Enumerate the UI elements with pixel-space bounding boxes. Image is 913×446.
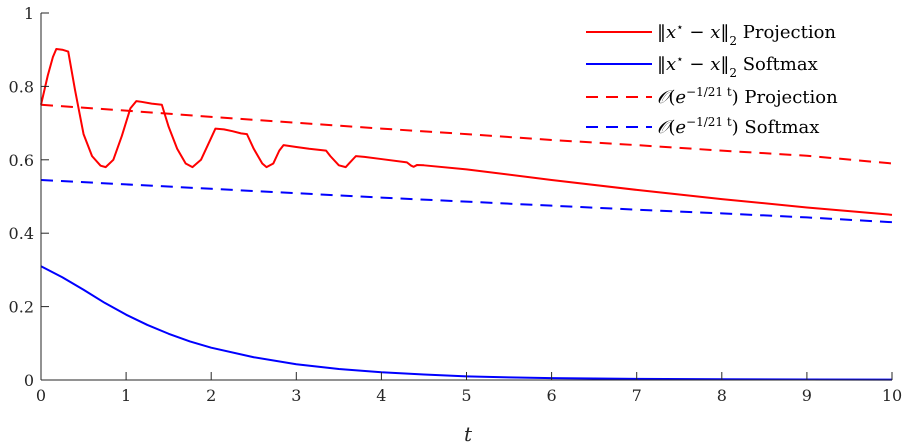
legend-item-rate-softmax: 𝒪(e−1/21 t) Softmax bbox=[586, 115, 819, 138]
x-tick-label: 10 bbox=[882, 386, 902, 405]
y-tick-label: 0 bbox=[24, 371, 34, 390]
x-tick-label: 0 bbox=[36, 386, 46, 405]
series-projection-rate bbox=[40, 103, 893, 165]
x-tick-label: 5 bbox=[461, 386, 471, 405]
x-tick-label: 3 bbox=[291, 386, 301, 405]
legend-label-rate-projection: 𝒪(e−1/21 t) Projection bbox=[657, 85, 838, 108]
legend-item-projection: ‖x⋆ − x‖2 Projection bbox=[586, 20, 836, 48]
x-tick-label: 7 bbox=[632, 386, 642, 405]
x-axis-title: t bbox=[464, 422, 473, 446]
y-tick-label: 0.4 bbox=[9, 224, 34, 243]
legend: ‖x⋆ − x‖2 Projection ‖x⋆ − x‖2 Softmax 𝒪… bbox=[586, 20, 838, 138]
legend-item-softmax: ‖x⋆ − x‖2 Softmax bbox=[586, 52, 818, 80]
legend-item-rate-projection: 𝒪(e−1/21 t) Projection bbox=[586, 85, 838, 108]
y-tick-label: 1 bbox=[24, 4, 34, 23]
x-tick-label: 8 bbox=[717, 386, 727, 405]
series-softmax-rate bbox=[40, 178, 893, 224]
x-tick-label: 4 bbox=[376, 386, 386, 405]
x-tick-label: 2 bbox=[206, 386, 216, 405]
legend-label-softmax: ‖x⋆ − x‖2 Softmax bbox=[657, 52, 818, 80]
y-tick-label: 0.6 bbox=[9, 151, 34, 170]
x-tick-label: 9 bbox=[802, 386, 812, 405]
legend-label-rate-softmax: 𝒪(e−1/21 t) Softmax bbox=[657, 115, 819, 138]
y-tick-label: 0.2 bbox=[9, 298, 34, 317]
x-tick-label: 1 bbox=[121, 386, 131, 405]
ticks: 0 1 2 3 4 5 6 7 8 9 10 0 0.2 0.4 0.6 0.8 1 bbox=[9, 4, 903, 405]
legend-label-projection: ‖x⋆ − x‖2 Projection bbox=[657, 20, 836, 48]
series-projection-error bbox=[40, 47, 893, 216]
y-tick-label: 0.8 bbox=[9, 77, 34, 96]
series-layer bbox=[40, 47, 893, 381]
series-softmax-error bbox=[40, 265, 893, 381]
x-tick-label: 6 bbox=[547, 386, 557, 405]
